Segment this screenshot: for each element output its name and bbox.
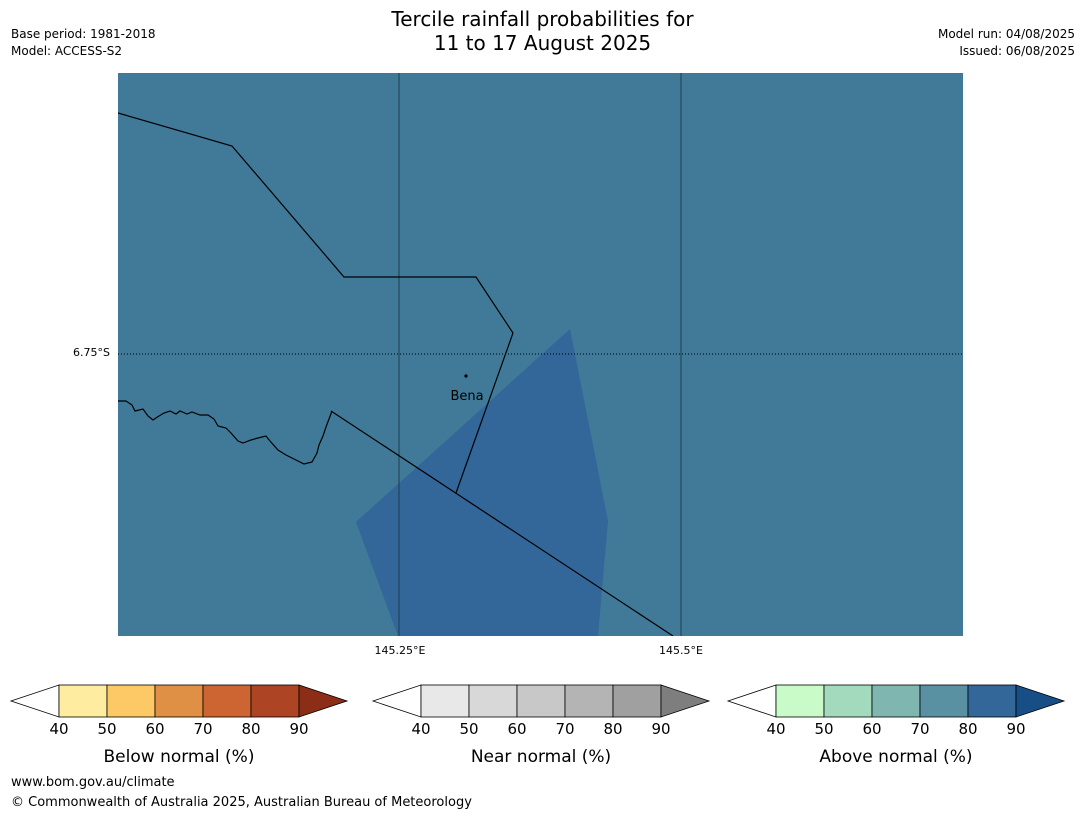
legend-swatch [823,684,873,718]
legend-tick-label: 50 [814,720,833,738]
legend-tick-label: 70 [910,720,929,738]
meta-right: Model run: 04/08/2025 Issued: 06/08/2025 [938,26,1075,60]
title-line-2: 11 to 17 August 2025 [433,31,652,55]
town-marker [464,374,468,378]
province-boundary-north [118,112,514,494]
legend-swatch [420,684,470,718]
legend-swatch [775,684,825,718]
legend-swatch [871,684,921,718]
province-boundary-south [330,410,674,636]
legend-tick-label: 80 [958,720,977,738]
legend-swatch [154,684,204,718]
map-panel: Bena [118,73,963,636]
legends-area: 40 50 60 70 80 90 Below normal (%) 40 50 60 70 80 90… [9,684,1066,767]
legend-tick-label: 40 [411,720,430,738]
legend-tick-label: 90 [1006,720,1025,738]
footer-url: www.bom.gov.au/climate [11,775,175,790]
legend-tick-label: 50 [459,720,478,738]
legend-tick-label: 40 [766,720,785,738]
town-label: Bena [450,389,483,404]
legend-swatch [516,684,566,718]
legend-1: 40 50 60 70 80 90 Near normal (%) [371,684,711,767]
model-run: Model run: 04/08/2025 [937,27,1075,41]
legend-tick-label: 90 [651,720,670,738]
legend-swatch [468,684,518,718]
legend-tick-label: 60 [507,720,526,738]
legend-tick-label: 60 [862,720,881,738]
legend-extension-low [9,684,60,718]
meta-left: Base period: 1981-2018 Model: ACCESS-S2 [11,26,156,60]
legend-tick-label: 60 [145,720,164,738]
lon-label-145-25: 145.25°E [374,644,426,657]
legend-swatch [250,684,300,718]
legend-tick-label: 40 [49,720,68,738]
river-line [118,400,333,465]
legend-tick-label: 70 [555,720,574,738]
legend-extension-low [726,684,777,718]
legend-2: 40 50 60 70 80 90 Above normal (%) [726,684,1066,767]
lat-label: 6.75°S [73,346,110,359]
lon-label-145-5: 145.5°E [659,644,703,657]
legend-tick-label: 50 [97,720,116,738]
legend-swatch [202,684,252,718]
legend-swatch [106,684,156,718]
legend-swatch [58,684,108,718]
legend-tick-label: 70 [193,720,212,738]
base-period: Base period: 1981-2018 [11,27,156,41]
issued-date: Issued: 06/08/2025 [959,44,1075,58]
legend-title: Below normal (%) [104,747,255,767]
title-line-1: Tercile rainfall probabilities for [391,7,694,31]
model-name: Model: ACCESS-S2 [11,44,123,58]
legend-0: 40 50 60 70 80 90 Below normal (%) [9,684,349,767]
legend-swatch [919,684,969,718]
legend-extension-high [298,684,349,718]
legend-tick-label: 90 [289,720,308,738]
chart-title: Tercile rainfall probabilities for 11 to… [0,7,1085,55]
legend-swatch [612,684,662,718]
legend-extension-low [371,684,422,718]
legend-tick-label: 80 [603,720,622,738]
legend-swatch [564,684,614,718]
legend-extension-high [660,684,711,718]
footer-copyright: © Commonwealth of Australia 2025, Austra… [11,795,472,810]
legend-extension-high [1015,684,1066,718]
legend-swatch [967,684,1017,718]
above-normal-region [356,329,608,636]
legend-title: Near normal (%) [471,747,611,767]
legend-tick-label: 80 [241,720,260,738]
legend-title: Above normal (%) [819,747,972,767]
